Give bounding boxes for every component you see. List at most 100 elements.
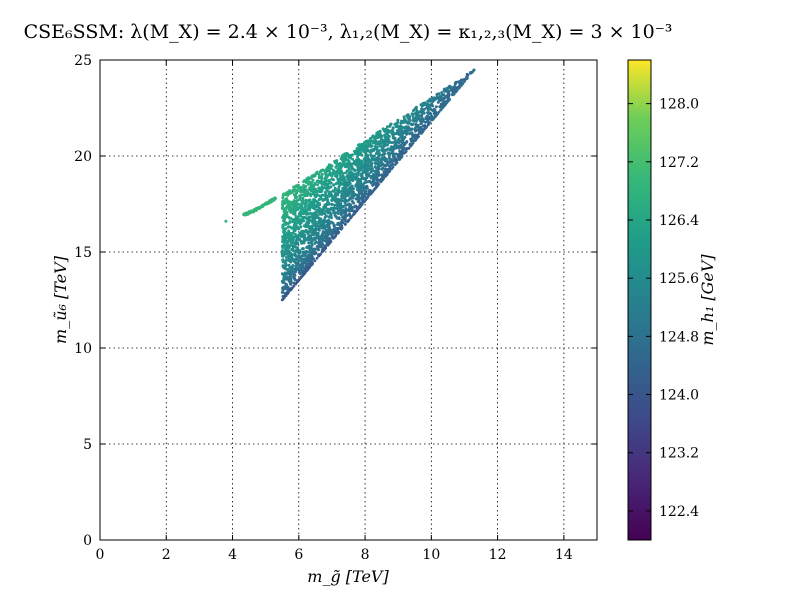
scatter-point [324, 203, 328, 207]
scatter-point [322, 212, 326, 216]
scatter-point [372, 157, 376, 161]
scatter-point [463, 80, 466, 83]
scatter-point [309, 225, 312, 229]
scatter-point [312, 247, 316, 251]
y-tick-label: 20 [74, 149, 92, 165]
scatter-point [344, 187, 347, 190]
scatter-point [286, 225, 290, 229]
scatter-point [288, 206, 292, 210]
scatter-point [347, 198, 351, 202]
scatter-point [295, 195, 299, 199]
scatter-point [302, 254, 306, 257]
scatter-point [425, 114, 429, 118]
scatter-point [313, 194, 317, 198]
scatter-point [384, 136, 388, 140]
scatter-point [376, 184, 379, 188]
scatter-point [301, 247, 305, 251]
scatter-point [380, 134, 384, 138]
scatter-point [414, 129, 417, 133]
scatter-point [310, 203, 313, 207]
scatter-point [357, 186, 361, 189]
scatter-point [434, 114, 438, 118]
scatter-point [355, 188, 359, 192]
scatter-point [382, 177, 385, 180]
scatter-point [377, 166, 381, 170]
scatter-point [294, 215, 298, 218]
scatter-point [307, 241, 311, 245]
scatter-point [376, 157, 380, 161]
scatter-point [309, 194, 313, 198]
scatter-point [297, 270, 301, 274]
scatter-point [375, 142, 379, 146]
scatter-point [318, 203, 322, 207]
scatter-point [295, 188, 299, 192]
scatter-point [320, 250, 324, 254]
scatter-point [296, 279, 300, 283]
scatter-point [313, 213, 317, 217]
scatter-point [346, 183, 350, 187]
scatter-point [292, 276, 296, 280]
scatter-point [287, 279, 291, 283]
scatter-point [282, 216, 286, 220]
scatter-point [327, 219, 331, 223]
scatter-point [299, 208, 303, 212]
scatter-point [309, 189, 313, 193]
scatter-point [396, 125, 400, 129]
scatter-point [282, 219, 285, 223]
scatter-point [284, 287, 288, 291]
scatter-point [435, 93, 439, 97]
scatter-point [357, 150, 361, 154]
x-tick-label: 4 [228, 547, 237, 563]
scatter-point [360, 173, 363, 177]
y-tick-label: 0 [83, 533, 92, 549]
scatter-point [288, 235, 291, 239]
scatter-point [365, 154, 369, 158]
scatter-point [286, 215, 290, 219]
scatter-point [372, 140, 376, 144]
scatter-point [355, 160, 359, 164]
scatter-point [441, 98, 445, 102]
scatter-point [401, 139, 405, 143]
scatter-point [327, 190, 331, 194]
scatter-point [368, 140, 372, 144]
grid-lines [100, 60, 597, 540]
scatter-point [285, 275, 289, 279]
scatter-point [249, 210, 253, 214]
scatter-point [418, 110, 422, 114]
scatter-point [295, 257, 298, 261]
scatter-point [373, 165, 377, 169]
scatter-point [397, 127, 401, 131]
scatter-point [285, 240, 288, 244]
scatter-point [305, 225, 309, 228]
scatter-point [328, 171, 332, 175]
scatter-point [317, 239, 321, 243]
scatter-point [380, 156, 384, 160]
scatter-point [402, 136, 406, 140]
scatter-point [397, 133, 401, 136]
scatter-point [449, 85, 453, 89]
scatter-point [294, 254, 297, 258]
scatter-point [293, 186, 297, 189]
scatter-point [391, 155, 395, 159]
scatter-point [334, 215, 338, 219]
scatter-point [372, 154, 376, 158]
scatter-point [331, 178, 335, 181]
scatter-point [324, 192, 328, 196]
scatter-point [301, 274, 304, 278]
scatter-point [395, 161, 399, 165]
scatter-point [317, 228, 321, 232]
scatter-point [340, 199, 344, 203]
scatter-point [389, 164, 393, 167]
scatter-point [402, 129, 406, 133]
scatter-point [280, 254, 284, 258]
scatter-point [332, 183, 336, 187]
scatter-point [436, 112, 439, 116]
scatter-point [327, 225, 331, 229]
scatter-point [299, 220, 303, 224]
scatter-point [393, 138, 397, 142]
scatter-point [384, 143, 388, 147]
scatter-point [389, 158, 392, 162]
scatter-point [417, 128, 421, 132]
scatter-point [305, 217, 309, 221]
scatter-point [309, 211, 312, 215]
